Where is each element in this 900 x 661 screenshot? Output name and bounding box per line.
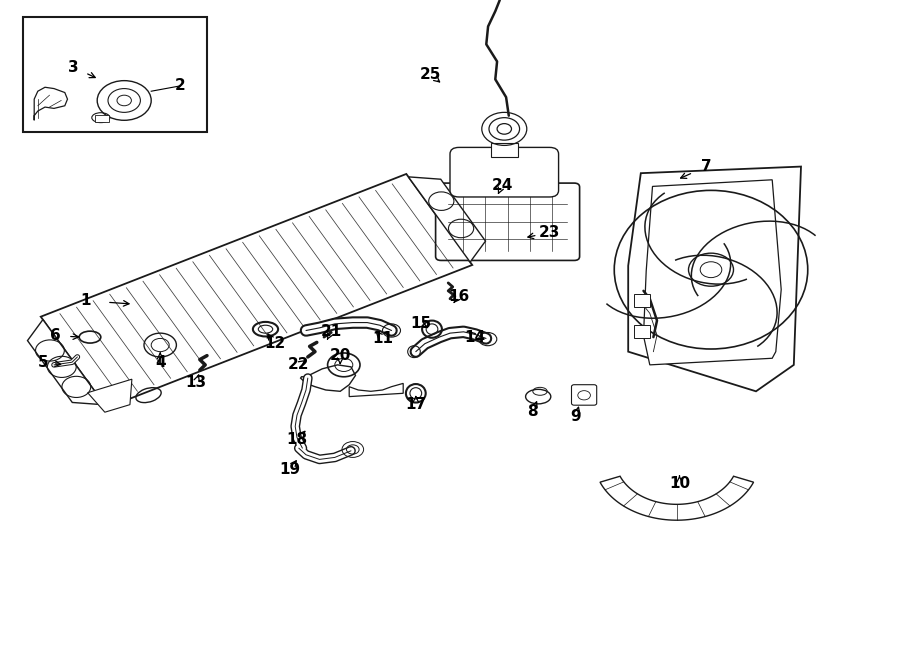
Text: 20: 20: [329, 348, 351, 363]
FancyBboxPatch shape: [436, 183, 580, 260]
Text: 24: 24: [491, 178, 513, 192]
Text: 19: 19: [279, 462, 301, 477]
Text: 10: 10: [669, 477, 690, 491]
Text: 7: 7: [701, 159, 712, 174]
Polygon shape: [301, 365, 356, 391]
Polygon shape: [28, 320, 104, 405]
Text: 5: 5: [38, 355, 49, 369]
Polygon shape: [600, 476, 753, 520]
Polygon shape: [409, 177, 485, 262]
Text: 11: 11: [372, 331, 393, 346]
Bar: [22, 17, 207, 132]
Text: 1: 1: [80, 293, 91, 308]
Text: 9: 9: [571, 409, 581, 424]
Text: 13: 13: [185, 375, 207, 389]
Bar: [634, 294, 650, 307]
Text: 18: 18: [286, 432, 308, 447]
Text: 21: 21: [320, 325, 342, 339]
Text: 17: 17: [405, 397, 427, 412]
Text: 6: 6: [50, 329, 61, 343]
Text: 14: 14: [464, 330, 486, 344]
Polygon shape: [349, 383, 403, 397]
Text: 22: 22: [288, 358, 310, 372]
Polygon shape: [628, 167, 801, 391]
Polygon shape: [87, 379, 132, 412]
Text: 16: 16: [448, 289, 470, 303]
FancyBboxPatch shape: [450, 147, 559, 197]
Bar: [94, 115, 109, 122]
Text: 2: 2: [175, 79, 185, 93]
Text: 8: 8: [527, 404, 538, 418]
Text: 23: 23: [538, 225, 560, 240]
FancyBboxPatch shape: [572, 385, 597, 405]
Text: 4: 4: [155, 355, 166, 369]
Bar: [634, 325, 650, 338]
Polygon shape: [34, 87, 68, 120]
Text: 25: 25: [419, 67, 441, 81]
Polygon shape: [40, 174, 473, 408]
Polygon shape: [644, 180, 781, 365]
Text: 15: 15: [410, 317, 432, 331]
Text: 12: 12: [264, 336, 285, 351]
Text: 3: 3: [68, 60, 79, 75]
Bar: [491, 143, 518, 157]
